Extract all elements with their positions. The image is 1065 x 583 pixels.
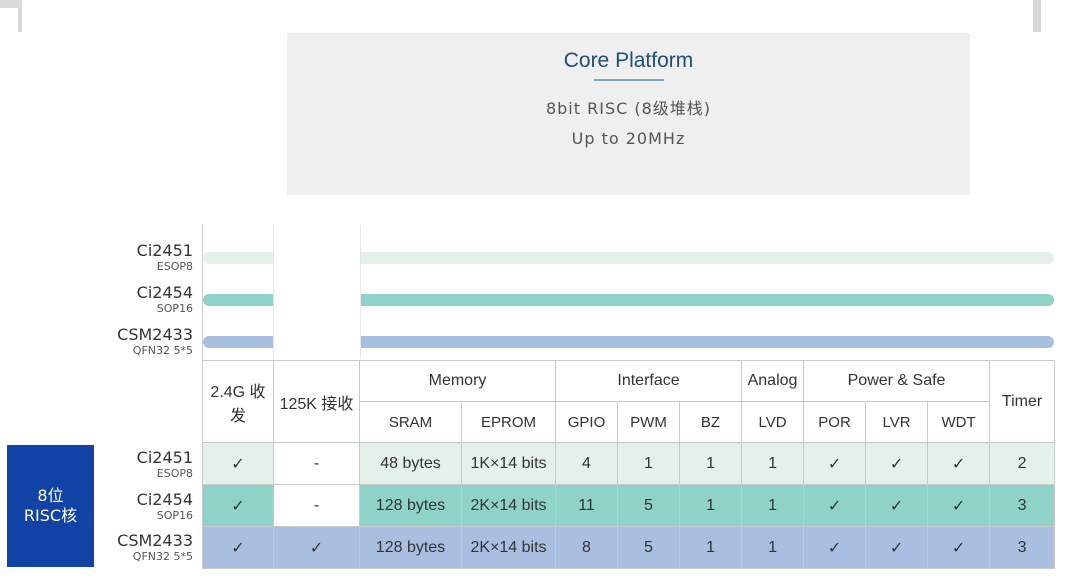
bar-csm2433: [203, 336, 1054, 348]
cell-eprom: 2K×14 bits: [461, 526, 556, 569]
axis-divider: [202, 224, 203, 360]
table-row: ✓ - 128 bytes 2K×14 bits 11 5 1 1 ✓ ✓ ✓ …: [202, 484, 1056, 527]
subheader-sram: SRAM: [359, 401, 462, 443]
chip-name: CSM2433: [117, 531, 193, 550]
cell-timer: 2: [989, 442, 1056, 485]
cell-bz: 1: [678, 526, 743, 569]
spec-table: 2.4G 收发 125K 接收 Memory Interface Analog …: [202, 360, 1056, 569]
chip-package: QFN32 5*5: [132, 550, 193, 563]
bar-ci2454: [203, 294, 1054, 306]
cell-sram: 128 bytes: [359, 484, 462, 527]
cell-125k: -: [273, 442, 360, 485]
cell-por: ✓: [803, 442, 867, 485]
subheader-gpio: GPIO: [555, 401, 618, 443]
cell-lvd: 1: [741, 442, 805, 485]
header-interface: Interface: [554, 360, 743, 402]
header-125k: 125K 接收: [273, 360, 360, 443]
subheader-lvd: LVD: [741, 401, 805, 443]
header-24g: 2.4G 收发: [202, 360, 274, 443]
cell-lvr: ✓: [865, 442, 929, 485]
cell-timer: 3: [989, 484, 1056, 527]
cell-timer: 3: [989, 526, 1056, 569]
chip-name: Ci2454: [136, 283, 193, 302]
subheader-pwm: PWM: [617, 401, 680, 443]
subheader-lvr: LVR: [865, 401, 929, 443]
chip-label-csm2433-upper: CSM2433 QFN32 5*5: [117, 325, 193, 357]
subheader-bz: BZ: [678, 401, 743, 443]
chip-name: CSM2433: [117, 325, 193, 344]
header-memory: Memory: [359, 360, 556, 402]
corner-bracket-right: [1033, 0, 1041, 32]
cell-pwm: 5: [617, 526, 680, 569]
table-header-row: 2.4G 收发 125K 接收 Memory Interface Analog …: [202, 360, 1056, 443]
cell-lvr: ✓: [865, 526, 929, 569]
cell-pwm: 1: [617, 442, 680, 485]
chip-package: QFN32 5*5: [132, 344, 193, 357]
chip-name: Ci2454: [136, 490, 193, 509]
header-timer: Timer: [989, 360, 1056, 443]
rf-gap-block: [273, 226, 361, 358]
cell-gpio: 8: [555, 526, 618, 569]
chip-label-csm2433: CSM2433 QFN32 5*5: [117, 531, 193, 563]
table-row: ✓ ✓ 128 bytes 2K×14 bits 8 5 1 1 ✓ ✓ ✓ 3: [202, 526, 1056, 569]
cell-wdt: ✓: [927, 442, 991, 485]
title-underline: [593, 79, 664, 81]
chip-label-ci2454: Ci2454 SOP16: [136, 490, 193, 522]
cell-lvd: 1: [741, 484, 805, 527]
subheader-eprom: EPROM: [461, 401, 556, 443]
cell-24g: ✓: [202, 442, 274, 485]
subheader-wdt: WDT: [927, 401, 991, 443]
core-platform-title: Core Platform: [563, 49, 694, 72]
core-spec-frequency: Up to 20MHz: [571, 129, 686, 148]
cell-sram: 128 bytes: [359, 526, 462, 569]
cell-24g: ✓: [202, 526, 274, 569]
cell-bz: 1: [678, 484, 743, 527]
risc-badge-line1: 8位: [37, 486, 64, 505]
cell-125k: -: [273, 484, 360, 527]
chip-label-ci2454-upper: Ci2454 SOP16: [136, 283, 193, 315]
cell-wdt: ✓: [927, 526, 991, 569]
cell-por: ✓: [803, 484, 867, 527]
cell-lvd: 1: [741, 526, 805, 569]
chip-label-ci2451: Ci2451 ESOP8: [136, 448, 193, 480]
cell-lvr: ✓: [865, 484, 929, 527]
table-subheader-row: SRAM EPROM GPIO PWM BZ LVD POR LVR WDT: [203, 401, 1055, 443]
core-platform-box: Core Platform 8bit RISC (8级堆栈) Up to 20M…: [287, 33, 970, 195]
cell-24g: ✓: [202, 484, 274, 527]
subheader-por: POR: [803, 401, 867, 443]
risc-core-badge: 8位 RISC核: [7, 445, 94, 567]
header-analog: Analog: [741, 360, 805, 402]
table-row: ✓ - 48 bytes 1K×14 bits 4 1 1 1 ✓ ✓ ✓ 2: [202, 442, 1056, 485]
cell-por: ✓: [803, 526, 867, 569]
chip-package: SOP16: [156, 302, 193, 315]
bar-ci2451: [203, 252, 1054, 264]
cell-eprom: 1K×14 bits: [461, 442, 556, 485]
cell-wdt: ✓: [927, 484, 991, 527]
chip-package: ESOP8: [156, 467, 193, 480]
cell-125k: ✓: [273, 526, 360, 569]
chip-name: Ci2451: [136, 241, 193, 260]
cell-eprom: 2K×14 bits: [461, 484, 556, 527]
chip-package: ESOP8: [156, 260, 193, 273]
cell-gpio: 4: [555, 442, 618, 485]
header-power-safe: Power & Safe: [803, 360, 991, 402]
cell-sram: 48 bytes: [359, 442, 462, 485]
cell-gpio: 11: [555, 484, 618, 527]
chip-package: SOP16: [156, 509, 193, 522]
core-spec-cpu: 8bit RISC (8级堆栈): [545, 99, 712, 118]
cell-bz: 1: [678, 442, 743, 485]
chip-label-ci2451-upper: Ci2451 ESOP8: [136, 241, 193, 273]
risc-badge-line2: RISC核: [23, 506, 78, 525]
cell-pwm: 5: [617, 484, 680, 527]
corner-bracket-left: [0, 0, 22, 32]
chip-name: Ci2451: [136, 448, 193, 467]
